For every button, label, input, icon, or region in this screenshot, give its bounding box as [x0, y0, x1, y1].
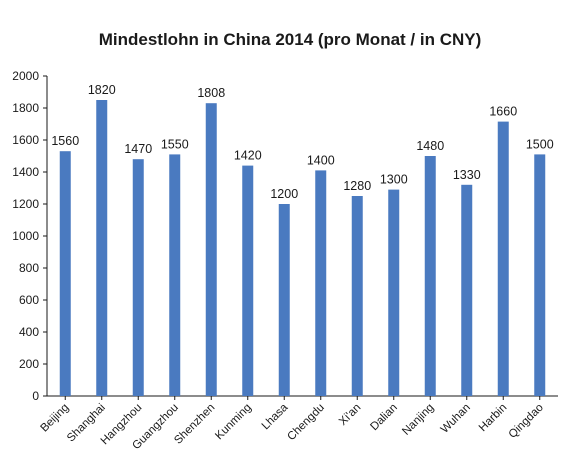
y-tick-label: 600: [19, 293, 39, 307]
bar-harbin: [497, 121, 509, 396]
y-tick-label: 2000: [12, 69, 39, 83]
y-tick-label: 0: [32, 389, 39, 403]
bar-nanjing: [424, 156, 436, 396]
y-tick-label: 1800: [12, 101, 39, 115]
x-category-label: Harbin: [477, 402, 509, 434]
y-tick-label: 1400: [12, 165, 39, 179]
y-tick-label: 1000: [12, 229, 39, 243]
data-label: 1550: [161, 137, 189, 151]
bar-lhasa: [278, 204, 290, 396]
y-tick-label: 1200: [12, 197, 39, 211]
data-label: 1280: [343, 179, 371, 193]
x-category-label: Dalian: [368, 402, 400, 434]
x-category-label: Nanjing: [400, 402, 436, 438]
data-label: 1500: [526, 137, 554, 151]
y-tick-label: 1600: [12, 133, 39, 147]
data-label: 1470: [124, 142, 152, 156]
bar-guangzhou: [169, 154, 181, 396]
data-label: 1200: [270, 187, 298, 201]
y-tick-label: 400: [19, 325, 39, 339]
data-label: 1660: [489, 105, 517, 119]
data-label: 1560: [51, 134, 79, 148]
bar-qingdao: [534, 154, 546, 396]
x-category-label: Chengdu: [285, 402, 326, 443]
data-label: 1420: [234, 149, 262, 163]
bar-beijing: [59, 151, 71, 396]
data-label: 1300: [380, 173, 408, 187]
data-label: 1400: [307, 153, 335, 167]
x-category-label: Qingdao: [507, 402, 546, 441]
x-category-label: Lhasa: [260, 401, 291, 432]
bar-shanghai: [96, 100, 108, 396]
data-label: 1808: [197, 86, 225, 100]
bar-xian: [351, 196, 363, 396]
bar-chengdu: [315, 170, 327, 396]
data-label: 1330: [453, 168, 481, 182]
y-tick-label: 800: [19, 261, 39, 275]
y-tick-label: 200: [19, 357, 39, 371]
bar-kunming: [242, 165, 254, 396]
x-category-label: Xi'an: [337, 402, 363, 428]
x-category-label: Beijing: [38, 402, 71, 435]
bar-hangzhou: [132, 159, 144, 396]
data-label: 1820: [88, 83, 116, 97]
bar-shenzhen: [205, 103, 217, 396]
x-category-label: Kunming: [213, 402, 254, 443]
bar-wuhan: [461, 184, 473, 396]
data-label: 1480: [416, 139, 444, 153]
bar-dalian: [388, 189, 400, 396]
x-category-label: Wuhan: [439, 402, 473, 436]
chart-title: Mindestlohn in China 2014 (pro Monat / i…: [98, 30, 482, 49]
